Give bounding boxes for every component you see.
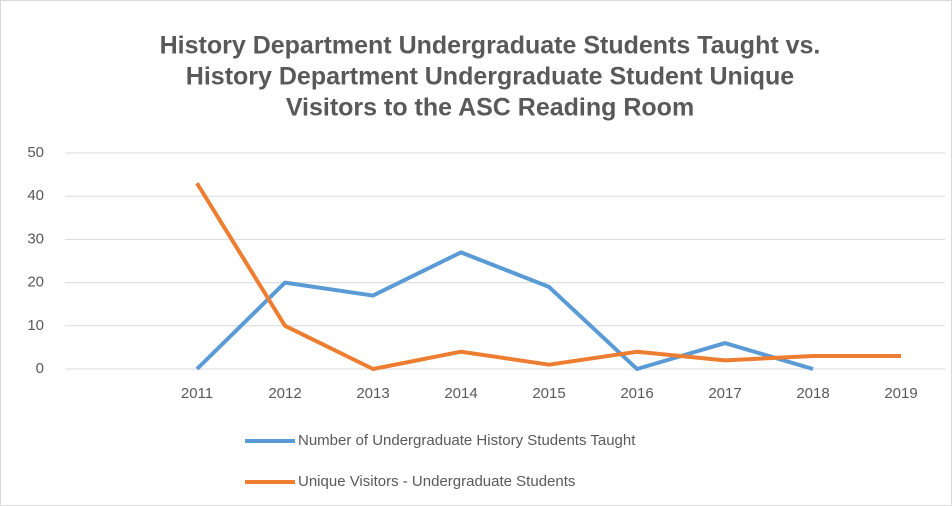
x-tick-label: 2015 xyxy=(532,385,565,402)
y-tick-label: 20 xyxy=(27,274,44,291)
x-tick-label: 2018 xyxy=(796,385,829,402)
x-tick-label: 2019 xyxy=(884,385,917,402)
legend-label: Unique Visitors - Undergraduate Students xyxy=(298,473,575,490)
y-tick-label: 30 xyxy=(27,230,44,247)
chart-title: History Department Undergraduate Student… xyxy=(160,32,821,60)
chart-title: Visitors to the ASC Reading Room xyxy=(286,94,694,122)
y-tick-label: 40 xyxy=(27,187,44,204)
y-tick-label: 10 xyxy=(27,317,44,334)
series-line xyxy=(195,182,901,371)
y-tick-label: 0 xyxy=(36,360,44,377)
y-tick-label: 50 xyxy=(27,144,44,161)
legend-label: Number of Undergraduate History Students… xyxy=(298,432,636,449)
x-tick-label: 2013 xyxy=(356,385,389,402)
x-tick-label: 2011 xyxy=(181,385,213,402)
series-line xyxy=(195,250,814,371)
x-tick-label: 2016 xyxy=(620,385,653,402)
x-tick-label: 2014 xyxy=(444,385,477,402)
x-tick-label: 2017 xyxy=(708,385,741,402)
chart-title: History Department Undergraduate Student… xyxy=(186,63,794,91)
x-tick-label: 2012 xyxy=(268,385,301,402)
